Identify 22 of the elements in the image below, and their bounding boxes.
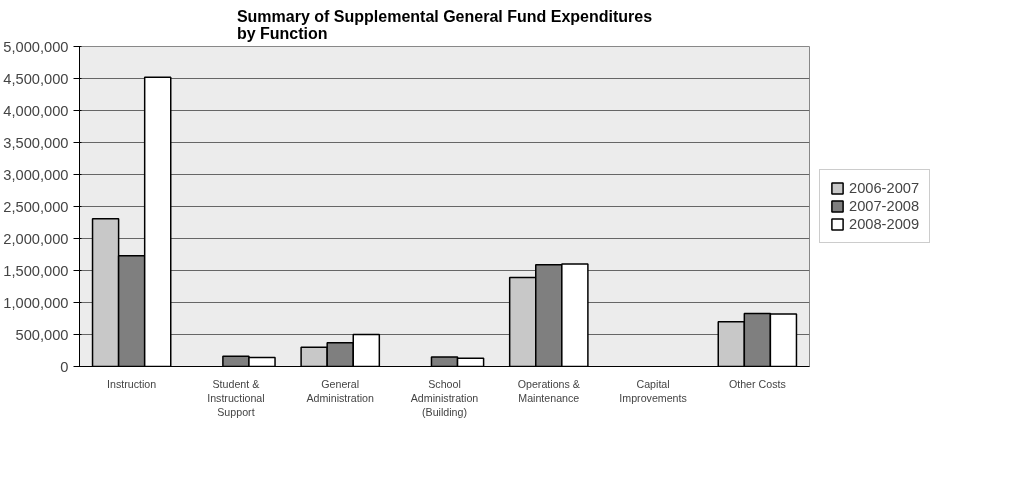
y-tick-label: 1,500,000	[3, 262, 69, 279]
y-tick-label: 2,000,000	[3, 230, 69, 247]
y-tick-label: 500,000	[15, 326, 69, 343]
y-tick-label: 4,500,000	[3, 70, 69, 87]
chart-title: Summary of Supplemental General Fund Expenditures by Function	[236, 7, 653, 42]
x-tick-label: Student & Instructional Support	[207, 377, 265, 419]
y-tick-label: 3,000,000	[3, 166, 69, 183]
x-tick-label: Other Costs	[728, 377, 786, 390]
x-tick-label: Instruction	[107, 377, 157, 390]
x-tick-label: General Administration	[306, 377, 375, 404]
y-tick-label: 4,000,000	[3, 102, 69, 119]
legend-label: 2006-2007	[849, 180, 920, 196]
x-tick-label: Capital Improvements	[619, 377, 687, 404]
x-tick-label: School Administration (Building)	[410, 377, 479, 419]
y-tick-label: 5,000,000	[3, 38, 69, 55]
legend-label: 2007-2008	[849, 198, 920, 214]
y-tick-label: 0	[60, 358, 69, 375]
x-tick-label: Operations & Maintenance	[517, 377, 580, 404]
y-tick-label: 3,500,000	[3, 134, 69, 151]
y-tick-label: 1,000,000	[3, 294, 69, 311]
y-tick-label: 2,500,000	[3, 198, 69, 215]
legend-label: 2008-2009	[849, 216, 920, 232]
